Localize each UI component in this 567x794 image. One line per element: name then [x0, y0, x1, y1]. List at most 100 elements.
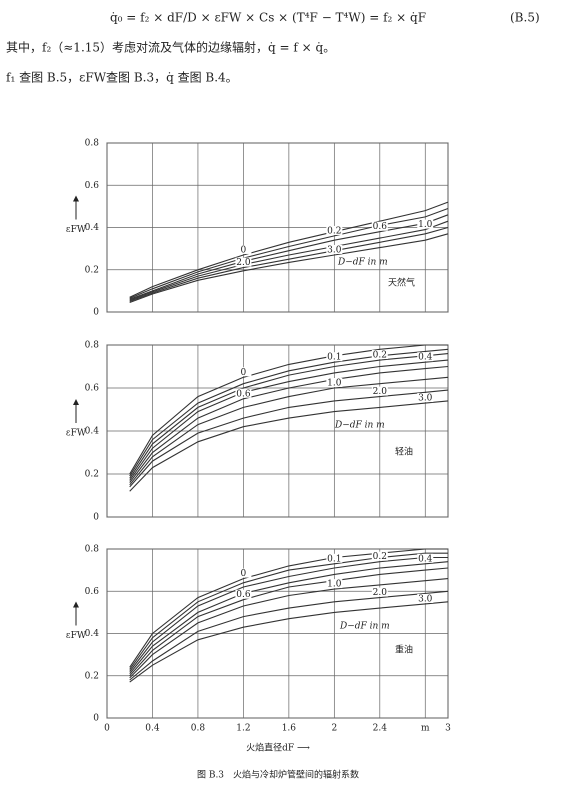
- axis-arrowhead: [73, 195, 79, 202]
- label-bg: [371, 386, 388, 396]
- curve: [129, 201, 449, 298]
- label-bg: [235, 589, 252, 599]
- label-bg: [326, 553, 343, 563]
- y-tick-label: 0.2: [85, 671, 99, 681]
- y-tick-label: 0.8: [85, 341, 100, 351]
- text-line: 其中，f₂（≈1.15）考虑对流及气体的边缘辐射，q̇ = f × q̇。: [6, 40, 335, 55]
- x-axis-label: 火焰直径dF ⟶: [246, 742, 310, 754]
- fuel-label: 重油: [395, 644, 413, 656]
- label-bg: [371, 221, 388, 231]
- label-bg: [235, 568, 252, 578]
- label-bg: [371, 350, 388, 360]
- y-tick-label: 0.2: [85, 470, 99, 480]
- curve-label: 2.0: [373, 588, 388, 598]
- label-bg: [326, 225, 343, 235]
- curve: [129, 344, 448, 475]
- x-tick-label: 0.4: [145, 724, 160, 734]
- y-axis-label: εFW: [66, 429, 87, 439]
- curve: [129, 226, 449, 302]
- label-bg: [326, 579, 343, 589]
- y-tick-label: 0.8: [85, 545, 100, 555]
- caption: 图 B.3 火焰与冷却炉管壁间的辐射系数: [197, 769, 359, 781]
- curve-label: 2.0: [236, 258, 251, 268]
- formula: q̇₀ = f₂ × dF/D × εFW × Cs × (T⁴F − T⁴W)…: [110, 11, 426, 25]
- curve: [129, 556, 448, 672]
- y-tick-label: 0: [93, 513, 99, 523]
- curve: [129, 590, 449, 681]
- curve: [129, 365, 449, 483]
- y-tick-label: 0.4: [85, 223, 100, 233]
- curve: [129, 353, 449, 479]
- label-bg: [417, 593, 434, 603]
- annotation: D−dF in m: [337, 258, 388, 268]
- curve: [129, 400, 449, 492]
- x-tick-label: 2: [331, 724, 337, 734]
- curve: [129, 359, 449, 481]
- label-bg: [326, 352, 343, 362]
- curve-label: 0: [241, 245, 247, 255]
- curve: [129, 552, 448, 670]
- curve-label: 3.0: [418, 594, 433, 604]
- label-bg: [371, 587, 388, 597]
- y-tick-label: 0.6: [85, 384, 100, 394]
- axis-arrowhead: [73, 601, 79, 608]
- curve-label: 0.6: [236, 389, 251, 399]
- x-tick-label: 2.4: [373, 724, 388, 734]
- curve: [129, 376, 449, 486]
- curve-label: 0.4: [418, 554, 433, 564]
- axis-arrowhead: [73, 399, 79, 405]
- label-bg: [417, 393, 434, 403]
- y-tick-label: 0.4: [85, 427, 100, 437]
- curve: [129, 207, 449, 299]
- curve-label: 0.6: [373, 222, 388, 232]
- curve-label: 0.6: [236, 590, 251, 600]
- curve: [129, 233, 449, 304]
- curve-label: 0.4: [418, 353, 433, 363]
- curve-label: 3.0: [418, 394, 433, 404]
- curve-label: 0: [241, 368, 247, 378]
- curve: [129, 578, 449, 679]
- label-bg: [371, 551, 388, 561]
- curve-label: 3.0: [327, 245, 342, 255]
- y-tick-label: 0.6: [85, 587, 100, 597]
- curve-label: 1.0: [418, 220, 433, 230]
- label-bg: [417, 352, 434, 362]
- label-bg: [417, 219, 434, 229]
- curve: [129, 220, 449, 301]
- curve-label: 2.0: [373, 387, 388, 397]
- label-bg: [235, 388, 252, 398]
- y-tick-label: 0: [93, 308, 99, 318]
- y-tick-label: 0.8: [85, 139, 100, 149]
- label-bg: [417, 553, 434, 563]
- y-tick-label: 0.2: [85, 265, 99, 275]
- curve-label: 0.2: [373, 351, 387, 361]
- x-tick-label: m: [421, 724, 430, 734]
- curve-label: 0.1: [327, 353, 341, 363]
- label-bg: [235, 257, 252, 267]
- curve-label: 0: [241, 569, 247, 579]
- label-bg: [235, 244, 252, 254]
- x-tick-label: 1.6: [282, 724, 297, 734]
- fuel-label: 轻油: [395, 446, 413, 458]
- curve-label: 0.2: [327, 226, 341, 236]
- curve: [129, 389, 449, 488]
- curve: [129, 348, 449, 477]
- curve: [129, 601, 449, 683]
- x-tick-label: 3: [445, 724, 451, 734]
- label-bg: [235, 367, 252, 377]
- curve: [129, 548, 448, 668]
- y-tick-label: 0: [93, 714, 99, 724]
- y-tick-label: 0.6: [85, 181, 100, 191]
- y-tick-label: 0.4: [85, 629, 100, 639]
- curve: [129, 567, 449, 677]
- y-axis-label: εFW: [66, 631, 87, 641]
- curve: [129, 561, 449, 674]
- x-tick-label: 0: [104, 724, 110, 734]
- curve-label: 0.2: [373, 552, 387, 562]
- formula-number: (B.5): [510, 11, 540, 25]
- curve-label: 0.1: [327, 554, 341, 564]
- text-line: f₁ 查图 B.5，εFW查图 B.3，q̇ 查图 B.4。: [6, 71, 238, 85]
- curve: [129, 214, 449, 300]
